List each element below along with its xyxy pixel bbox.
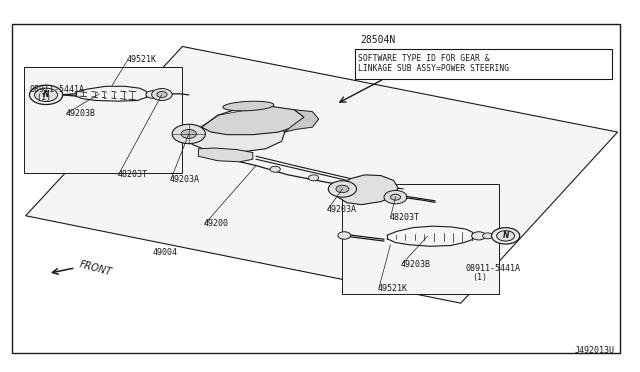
Text: LINKAGE SUB ASSY=POWER STEERING: LINKAGE SUB ASSY=POWER STEERING	[358, 64, 509, 73]
Circle shape	[152, 89, 172, 100]
Text: 49203B: 49203B	[65, 109, 95, 118]
Circle shape	[308, 175, 319, 181]
Circle shape	[157, 92, 167, 97]
Text: (1): (1)	[36, 93, 51, 102]
Polygon shape	[24, 67, 182, 173]
Text: SOFTWARE TYPE ID FOR GEAR &: SOFTWARE TYPE ID FOR GEAR &	[358, 54, 490, 63]
Text: J492013U: J492013U	[575, 346, 614, 355]
Circle shape	[35, 88, 58, 102]
Circle shape	[472, 232, 486, 240]
Text: 08911-5441A: 08911-5441A	[29, 85, 84, 94]
Text: 49004: 49004	[152, 248, 177, 257]
Text: 28504N: 28504N	[360, 35, 396, 45]
Polygon shape	[192, 119, 285, 153]
FancyBboxPatch shape	[355, 49, 612, 79]
Text: FRONT: FRONT	[78, 259, 113, 278]
Text: N: N	[502, 231, 509, 240]
Circle shape	[483, 233, 493, 239]
Text: 49521K: 49521K	[378, 284, 408, 293]
Polygon shape	[26, 46, 618, 303]
Circle shape	[347, 182, 357, 188]
Text: N: N	[43, 90, 49, 99]
Circle shape	[384, 190, 407, 204]
Text: 49200: 49200	[204, 219, 228, 228]
Circle shape	[390, 194, 401, 200]
Circle shape	[172, 124, 205, 144]
Circle shape	[29, 85, 63, 105]
Circle shape	[270, 166, 280, 172]
Circle shape	[328, 181, 356, 197]
Bar	[12, 24, 620, 353]
Circle shape	[336, 185, 349, 193]
Circle shape	[497, 231, 515, 241]
Text: 49203A: 49203A	[170, 175, 200, 184]
Text: 49203B: 49203B	[401, 260, 431, 269]
Polygon shape	[342, 184, 499, 294]
Circle shape	[338, 232, 351, 239]
Polygon shape	[336, 175, 398, 205]
Text: 48203T: 48203T	[117, 170, 147, 179]
Circle shape	[181, 129, 196, 138]
Polygon shape	[198, 148, 253, 162]
Text: 48203T: 48203T	[389, 213, 419, 222]
Text: 49521K: 49521K	[127, 55, 157, 64]
Polygon shape	[285, 110, 319, 132]
Text: 08911-5441A: 08911-5441A	[466, 264, 521, 273]
Ellipse shape	[223, 101, 274, 111]
Text: (1): (1)	[472, 273, 487, 282]
Circle shape	[492, 228, 520, 244]
Text: 49203A: 49203A	[326, 205, 356, 214]
Circle shape	[146, 91, 159, 98]
Polygon shape	[202, 106, 304, 135]
